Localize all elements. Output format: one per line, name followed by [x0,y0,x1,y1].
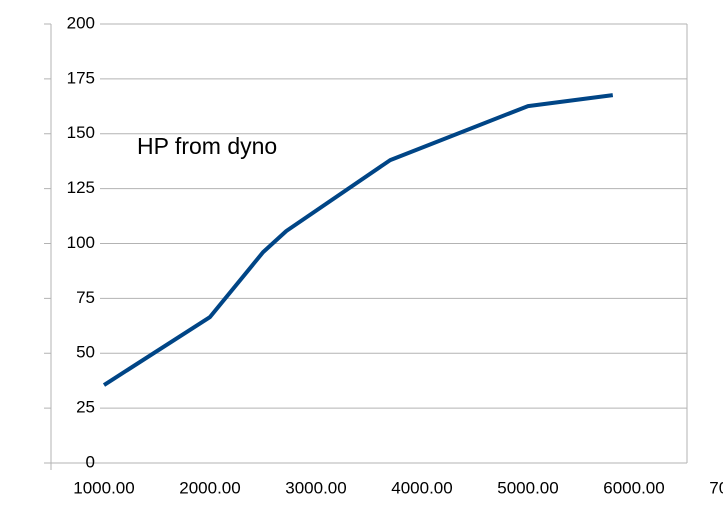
x-tick-label: 2000.00 [179,478,240,497]
y-tick-label: 75 [76,288,95,307]
x-tick-label: 4000.00 [391,478,452,497]
data-line [102,93,614,387]
x-tick-label: 7000.00 [709,478,723,497]
y-tick-label: 125 [67,178,95,197]
x-tick-label: 6000.00 [603,478,664,497]
y-tick-label: 100 [67,233,95,252]
x-tick-label: 3000.00 [285,478,346,497]
y-tick-label: 50 [76,343,95,362]
chart-title: HP from dyno [137,133,277,159]
x-tick-label: 1000.00 [73,478,134,497]
y-tick-label: 175 [67,68,95,87]
y-tick-label: 0 [86,452,95,471]
y-tick-label: 200 [67,13,95,32]
y-tick-label: 150 [67,123,95,142]
y-tick-label: 25 [76,398,95,417]
x-tick-label: 5000.00 [497,478,558,497]
